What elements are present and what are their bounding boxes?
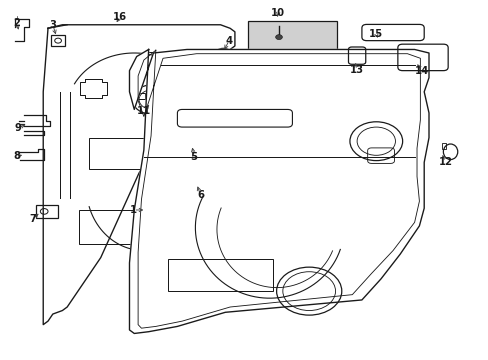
Circle shape (275, 35, 282, 40)
Bar (441, 143, 445, 149)
Polygon shape (43, 25, 234, 325)
Bar (51, 35, 65, 46)
Bar (36, 205, 58, 218)
Bar (79, 210, 141, 243)
Bar (167, 259, 273, 291)
Text: 6: 6 (197, 190, 203, 200)
Bar (269, 97, 283, 103)
Text: 13: 13 (349, 65, 364, 75)
Text: 3: 3 (49, 20, 56, 30)
Text: 11: 11 (137, 106, 151, 116)
Text: 7: 7 (29, 214, 36, 224)
Text: 4: 4 (225, 36, 232, 46)
Bar (89, 138, 146, 170)
Text: 9: 9 (15, 123, 21, 133)
Text: 16: 16 (113, 12, 127, 22)
Text: 10: 10 (270, 9, 285, 18)
Text: 12: 12 (438, 157, 452, 167)
Text: 2: 2 (13, 18, 20, 28)
Text: 8: 8 (14, 151, 21, 161)
Text: 15: 15 (368, 28, 383, 39)
Text: 14: 14 (414, 66, 428, 76)
Text: 1: 1 (129, 205, 137, 215)
Polygon shape (129, 49, 428, 333)
Bar (248, 21, 336, 113)
Circle shape (219, 52, 227, 58)
Bar (143, 52, 170, 66)
Text: 5: 5 (190, 152, 197, 162)
